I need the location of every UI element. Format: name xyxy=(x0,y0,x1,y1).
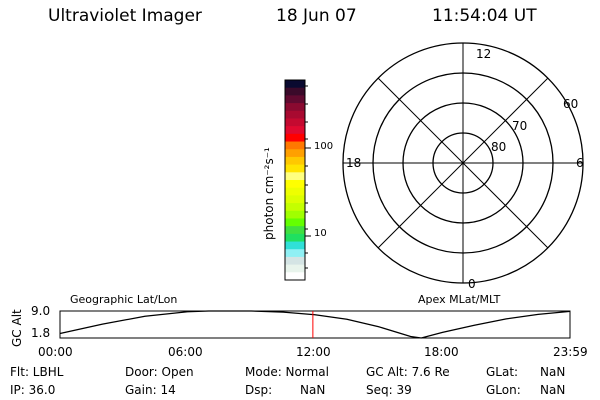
glat-label: GLat: xyxy=(486,365,519,379)
dsp-label: Dsp: xyxy=(245,383,273,397)
glon-value: NaN xyxy=(540,383,566,397)
ytick-1-8: 1.8 xyxy=(31,326,51,340)
apex-label: Apex MLat/MLT xyxy=(418,293,501,306)
dsp-value: NaN xyxy=(300,383,326,397)
door: Door: Open xyxy=(125,365,194,379)
colorbar-band xyxy=(285,118,305,127)
colorbar-band xyxy=(285,256,305,266)
xtick-1200: 12:00 xyxy=(296,345,331,359)
xtick-0600: 06:00 xyxy=(168,345,203,359)
colorbar-band xyxy=(285,110,305,119)
lat-label-60: 60 xyxy=(563,97,579,111)
colorbar-frame xyxy=(284,79,306,281)
colorbar-band xyxy=(285,133,305,143)
xtick-1800: 18:00 xyxy=(424,345,459,359)
colorbar-band xyxy=(285,164,305,173)
instrument-title: Ultraviolet Imager xyxy=(48,6,202,26)
filter: Flt: LBHL xyxy=(10,365,64,379)
colorbar-band xyxy=(285,249,305,258)
colorbar-band xyxy=(285,95,305,104)
mode: Mode: Normal xyxy=(245,365,329,379)
colorbar-band xyxy=(285,156,305,166)
colorbar-band xyxy=(285,141,305,150)
colorbar-band xyxy=(285,233,305,243)
mlt-diagonal xyxy=(377,77,549,249)
colorbar-label: photon cm⁻²s⁻¹ xyxy=(262,147,276,240)
colorbar-band xyxy=(285,241,305,250)
gc-alt: GC Alt: 7.6 Re xyxy=(366,365,450,379)
seq: Seq: 39 xyxy=(366,383,412,397)
colorbar-band xyxy=(285,149,305,158)
colorbar-band xyxy=(285,103,305,112)
date: 18 Jun 07 xyxy=(276,6,357,26)
colorbar-band xyxy=(285,180,305,189)
xtick-2359: 23:59 xyxy=(553,345,588,359)
colorbar-band xyxy=(285,218,305,227)
colorbar-band xyxy=(285,195,305,204)
lat-label-80: 80 xyxy=(491,140,507,154)
glat-value: NaN xyxy=(540,365,566,379)
xtick-0000: 00:00 xyxy=(38,345,73,359)
colorbar-band xyxy=(285,172,305,181)
gain: Gain: 14 xyxy=(125,383,176,397)
colorbar-band xyxy=(285,226,305,235)
colorbar-band xyxy=(285,80,305,89)
colorbar-tick-10: 10 xyxy=(314,228,327,239)
colorbar-band xyxy=(285,187,305,196)
colorbar-band xyxy=(285,272,305,281)
mlt-label-6: 6 xyxy=(576,156,584,170)
colorbar-band xyxy=(285,126,305,135)
lat-label-70: 70 xyxy=(512,119,528,133)
mlt-label-0: 0 xyxy=(468,277,476,291)
mlt-label-18: 18 xyxy=(346,156,362,170)
glon-label: GLon: xyxy=(486,383,521,397)
ytick-9: 9.0 xyxy=(31,304,51,318)
colorbar-band xyxy=(285,210,305,219)
colorbar-band xyxy=(285,87,305,96)
colorbar-tick-100: 100 xyxy=(314,141,334,152)
time: 11:54:04 UT xyxy=(432,6,537,26)
colorbar-band xyxy=(285,264,305,273)
mlt-label-12: 12 xyxy=(476,47,492,61)
orbit-plot-frame xyxy=(59,310,571,339)
colorbar-band xyxy=(285,203,305,212)
geographic-label: Geographic Lat/Lon xyxy=(70,293,178,306)
orbit-ylabel: GC Alt xyxy=(10,309,24,347)
altitude-curve xyxy=(59,310,571,339)
ip: IP: 36.0 xyxy=(10,383,56,397)
